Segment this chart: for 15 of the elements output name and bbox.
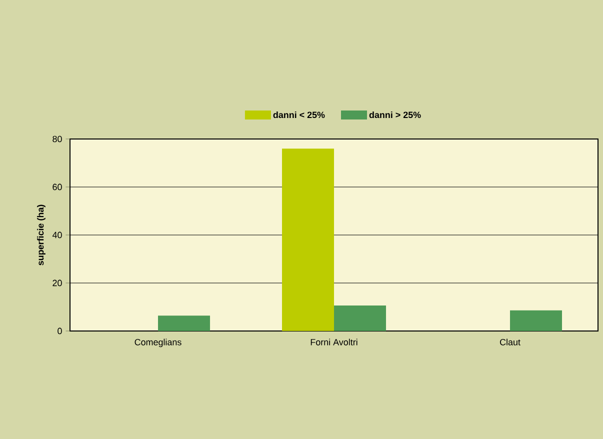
y-tick-label: 60 (52, 184, 62, 190)
legend-label: danni < 25% (273, 111, 325, 118)
x-tick-label: Claut (500, 338, 520, 346)
bar (282, 148, 334, 331)
x-tick-label: Comeglians (134, 338, 182, 348)
x-tick-label: Forni Avoltri (310, 338, 358, 346)
y-tick-label: 80 (52, 136, 62, 142)
y-tick-label: 40 (52, 232, 62, 238)
bar (334, 306, 386, 331)
legend-label: danni > 25% (369, 111, 421, 118)
bar (158, 316, 210, 331)
y-tick-label: 0 (58, 328, 62, 334)
y-tick-label: 20 (52, 280, 62, 286)
y-axis-title: superficie (ha) (37, 204, 46, 266)
bar (510, 310, 562, 331)
